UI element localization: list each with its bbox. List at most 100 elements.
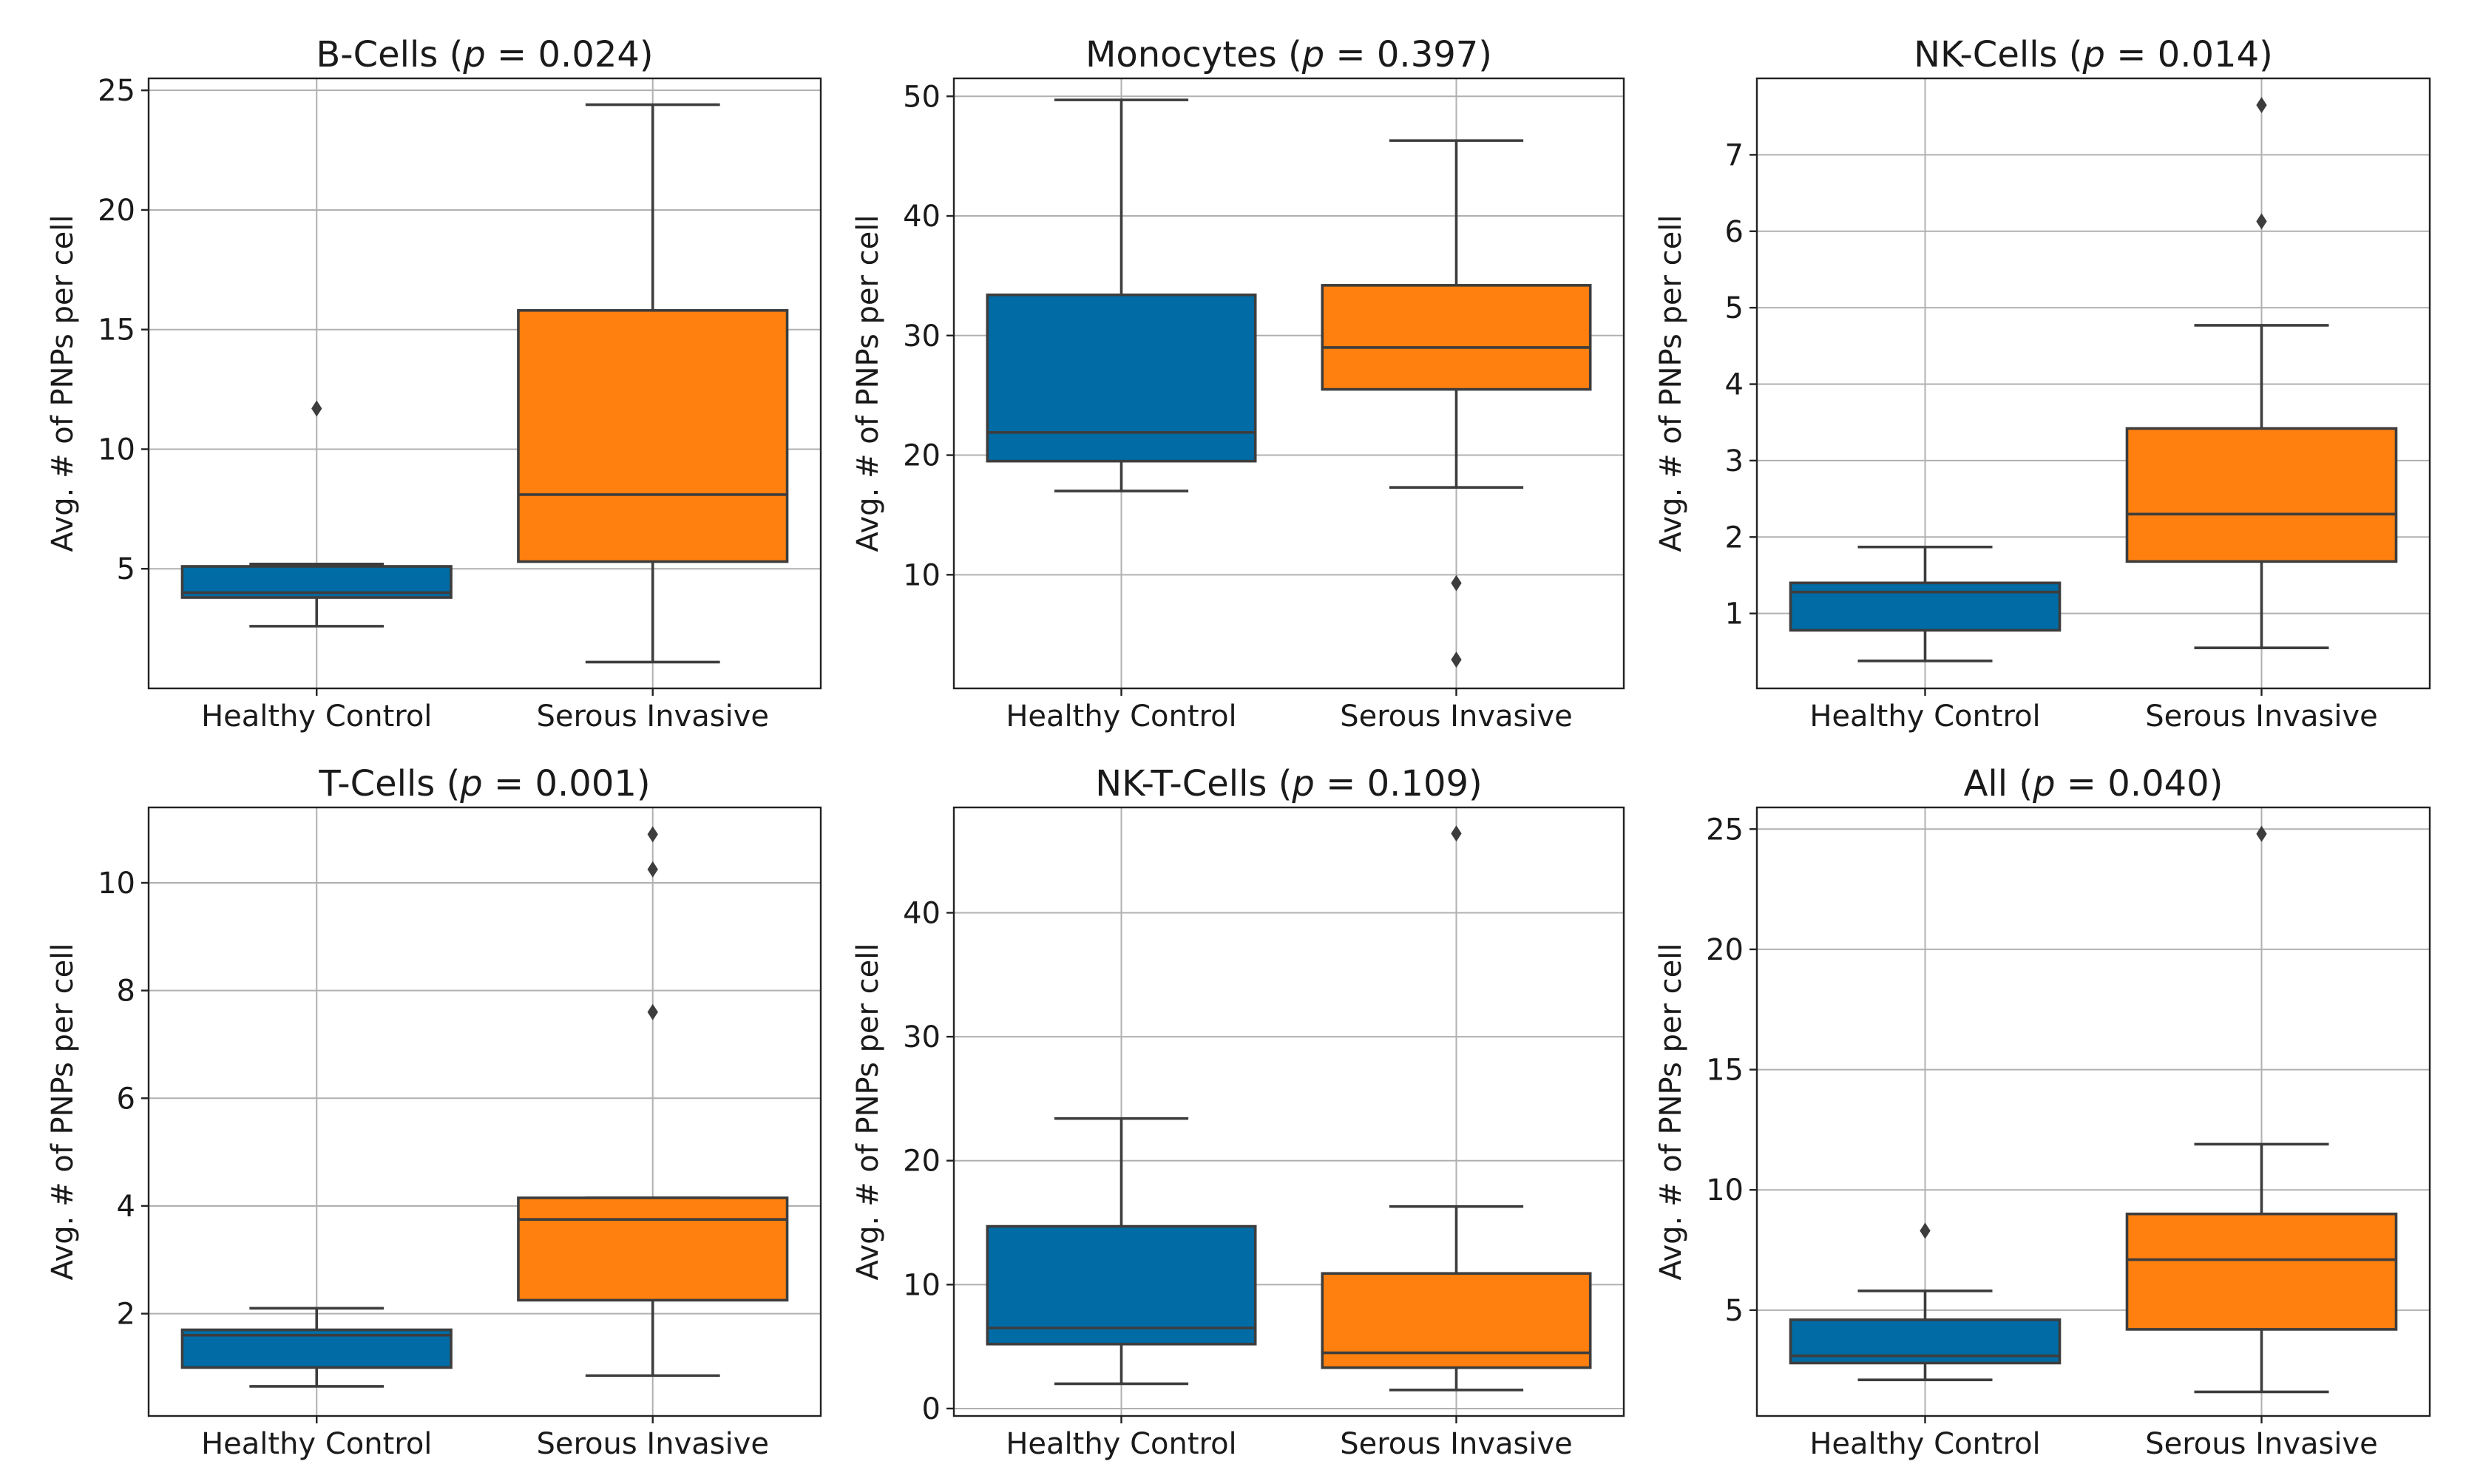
- outlier-point: [1451, 651, 1462, 668]
- y-tick-label: 30: [903, 1020, 941, 1054]
- x-tick-label: Healthy Control: [201, 1427, 432, 1461]
- chart-title: Monocytes (p = 0.397): [1085, 34, 1492, 75]
- x-tick-label: Healthy Control: [201, 699, 432, 733]
- plot-frame: [147, 77, 822, 690]
- x-tick-label: Healthy Control: [1809, 1427, 2040, 1461]
- title-prefix: B-Cells (: [316, 34, 463, 75]
- y-tick-label: 10: [903, 1268, 941, 1302]
- outlier-point: [1920, 1222, 1931, 1239]
- title-prefix: NK-T-Cells (: [1095, 763, 1292, 804]
- title-prefix: Monocytes (: [1085, 34, 1302, 75]
- panel-nk-cells: 1 2 3 4 5 6 7 Healthy Control Serous Invasive NK-…: [1654, 34, 2431, 733]
- y-tick-label: 2: [1725, 521, 1744, 555]
- box-serous-invasive: [2125, 825, 2398, 1394]
- x-tick-label: Healthy Control: [1006, 1427, 1236, 1461]
- box-healthy-control: [986, 98, 1257, 492]
- x-tick-label: Serous Invasive: [536, 699, 769, 733]
- chart-title: T-Cells (p = 0.001): [318, 763, 650, 804]
- x-tick-label: Serous Invasive: [2145, 1427, 2378, 1461]
- y-tick-label: 4: [1725, 368, 1744, 402]
- y-tick-label: 30: [903, 319, 941, 353]
- x-tick-label: Serous Invasive: [2145, 699, 2378, 733]
- panel-t-cells: 2 4 6 8 10 Healthy Control Serous Invasive T-Ce…: [46, 763, 822, 1461]
- iqr-box: [2125, 1212, 2398, 1331]
- outlier-point: [1451, 825, 1462, 842]
- outlier-point: [2256, 825, 2267, 842]
- box-healthy-control: [986, 1117, 1257, 1386]
- box-serous-invasive: [517, 826, 789, 1378]
- iqr-box: [2125, 427, 2398, 563]
- y-tick-label: 6: [1725, 215, 1744, 249]
- y-tick-label: 5: [117, 552, 135, 586]
- iqr-box: [986, 293, 1257, 463]
- box-serous-invasive: [2125, 97, 2398, 650]
- title-prefix: All (: [1964, 763, 2033, 804]
- y-tick-label: 10: [903, 558, 941, 592]
- y-tick-label: 20: [903, 1145, 941, 1179]
- y-tick-label: 10: [1706, 1173, 1744, 1207]
- chart-title: B-Cells (p = 0.024): [316, 34, 653, 75]
- box-healthy-control: [180, 1307, 453, 1388]
- outlier-point: [647, 861, 658, 878]
- y-tick-label: 40: [903, 200, 941, 234]
- plot-frame: [1755, 806, 2431, 1417]
- iqr-box: [517, 309, 789, 563]
- y-tick-label: 6: [117, 1082, 135, 1116]
- y-axis-label: Avg. # of PNPs per cell: [851, 214, 885, 552]
- y-axis-label: Avg. # of PNPs per cell: [851, 943, 885, 1280]
- y-tick-label: 0: [922, 1392, 941, 1426]
- title-prefix: NK-Cells (: [1914, 34, 2082, 75]
- x-tick-label: Serous Invasive: [1340, 699, 1573, 733]
- title-p-symbol: p: [2032, 763, 2055, 804]
- chart-title: NK-Cells (p = 0.014): [1914, 34, 2273, 75]
- iqr-box: [1789, 581, 2062, 632]
- outlier-point: [311, 400, 322, 417]
- iqr-box: [1321, 284, 1592, 391]
- x-tick-label: Serous Invasive: [536, 1427, 769, 1461]
- y-axis-label: Avg. # of PNPs per cell: [1654, 214, 1688, 552]
- y-tick-label: 10: [98, 433, 135, 467]
- title-p-symbol: p: [1301, 34, 1324, 75]
- iqr-box: [517, 1196, 789, 1302]
- outlier-point: [2256, 213, 2267, 230]
- panel-monocytes: 10 20 30 40 50 Healthy Control Serous Invasive…: [851, 34, 1625, 733]
- y-tick-label: 25: [98, 74, 135, 108]
- outlier-point: [647, 826, 658, 843]
- x-tick-label: Healthy Control: [1006, 699, 1236, 733]
- title-p-symbol: p: [462, 34, 485, 75]
- y-tick-label: 1: [1725, 597, 1744, 631]
- title-p-value: = 0.109): [1315, 763, 1483, 804]
- y-tick-label: 25: [1706, 813, 1744, 847]
- y-tick-label: 40: [903, 896, 941, 930]
- y-axis-label: Avg. # of PNPs per cell: [46, 214, 80, 552]
- box-serous-invasive: [1321, 825, 1592, 1392]
- y-tick-label: 15: [1706, 1054, 1744, 1088]
- box-healthy-control: [1789, 1222, 2062, 1382]
- y-tick-label: 3: [1725, 444, 1744, 478]
- y-tick-label: 15: [98, 314, 135, 348]
- title-p-value: = 0.001): [483, 763, 651, 804]
- iqr-box: [986, 1224, 1257, 1346]
- y-axis-label: Avg. # of PNPs per cell: [46, 943, 80, 1280]
- y-tick-label: 2: [117, 1298, 135, 1332]
- y-tick-label: 4: [117, 1190, 135, 1224]
- panel-b-cells: 5 10 15 20 25 Healthy Control Serous Invasive B…: [46, 34, 822, 733]
- title-p-value: = 0.040): [2056, 763, 2223, 804]
- outlier-point: [1451, 575, 1462, 592]
- x-tick-label: Serous Invasive: [1340, 1427, 1573, 1461]
- title-prefix: T-Cells (: [318, 763, 460, 804]
- y-axis-label: Avg. # of PNPs per cell: [1654, 943, 1688, 1280]
- y-tick-label: 50: [903, 80, 941, 114]
- y-tick-label: 20: [1706, 933, 1744, 967]
- y-tick-label: 20: [903, 439, 941, 473]
- title-p-value: = 0.024): [486, 34, 654, 75]
- y-tick-label: 5: [1725, 1294, 1744, 1328]
- panel-all: 5 10 15 20 25 Healthy Control Serous Invasive A…: [1654, 763, 2431, 1461]
- title-p-value: = 0.014): [2105, 34, 2273, 75]
- title-p-symbol: p: [459, 763, 482, 804]
- outlier-point: [647, 1003, 658, 1020]
- y-tick-label: 8: [117, 975, 135, 1009]
- y-tick-label: 5: [1725, 291, 1744, 325]
- panel-nk-t-cells: 0 10 20 30 40 Healthy Control Serous Invasive N…: [851, 763, 1625, 1461]
